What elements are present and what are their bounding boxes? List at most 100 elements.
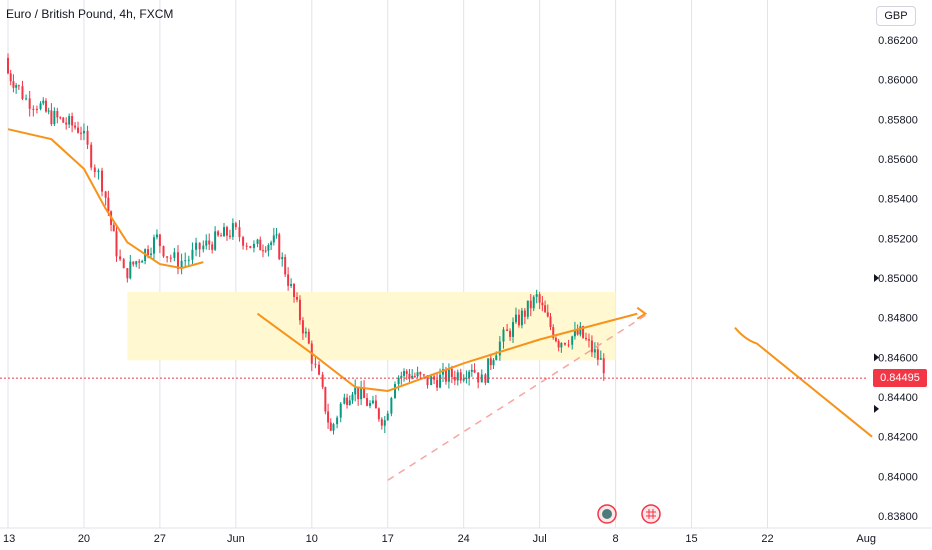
candle-body <box>261 250 264 252</box>
price-axis[interactable]: 0.86200 0.86000 0.85800 0.85600 0.85400 0.852… <box>878 35 918 523</box>
candle-body <box>336 417 339 425</box>
price-tick-label: 0.84800 <box>878 313 918 325</box>
candle-body <box>238 227 241 238</box>
candle-body <box>231 223 234 237</box>
time-tick-label: 15 <box>685 533 697 545</box>
candle-body <box>368 403 371 406</box>
candle-body <box>403 371 406 376</box>
candle-body <box>112 225 115 232</box>
candle-body <box>17 85 20 87</box>
candle-body <box>450 368 453 377</box>
candle-body <box>119 256 122 260</box>
candle-body <box>259 239 262 251</box>
candle-body <box>532 296 535 309</box>
candle-body <box>447 368 450 382</box>
candle-body <box>489 358 492 366</box>
candle-body <box>459 372 462 381</box>
candle-body <box>129 261 132 279</box>
candle-body <box>416 372 419 377</box>
candle-body <box>529 300 532 309</box>
candle-body <box>470 369 473 372</box>
candle-body <box>50 110 53 125</box>
candle-body <box>208 240 211 245</box>
candle-body <box>82 130 85 134</box>
candle-body <box>453 376 456 381</box>
candle-body <box>138 261 141 263</box>
candle-body <box>296 297 299 300</box>
candle-body <box>360 387 363 400</box>
candle-body <box>287 274 290 286</box>
moving-average-line[interactable] <box>7 128 204 270</box>
candle-body <box>217 231 220 236</box>
candle-body <box>585 337 588 340</box>
candle-body <box>284 257 287 275</box>
candle-body <box>256 239 259 244</box>
candle-body <box>225 227 228 236</box>
price-tick-label: 0.85200 <box>878 233 918 245</box>
currency-button[interactable]: GBP <box>876 6 916 26</box>
candle-body <box>552 327 555 338</box>
price-tick-label: 0.84600 <box>878 352 918 364</box>
candle-body <box>53 111 56 125</box>
candle-body <box>158 234 161 247</box>
alert-marker-icon <box>874 274 879 282</box>
event-icons <box>597 504 661 524</box>
candle-body <box>348 400 351 405</box>
candle-body <box>152 237 155 254</box>
candle-body <box>21 86 24 99</box>
candle-body <box>314 363 317 365</box>
candle-body <box>541 302 544 306</box>
candle-body <box>166 256 169 258</box>
holiday-flag-icon <box>641 504 661 524</box>
candle-body <box>187 259 190 261</box>
candle-body <box>290 283 293 286</box>
candle-body <box>62 117 65 123</box>
candle-body <box>371 400 374 404</box>
symbol-title: Euro / British Pound, 4h, FXCM <box>6 7 174 21</box>
time-tick-label: Jun <box>227 533 245 545</box>
candle-body <box>12 81 15 88</box>
time-axis[interactable]: 13 20 27 Jun 10 17 24 Jul 8 15 22 Aug <box>3 533 876 545</box>
candle-body <box>596 349 599 360</box>
candle-body <box>101 170 104 192</box>
candle-body <box>462 378 465 381</box>
falling-projection-line[interactable] <box>734 326 873 438</box>
candle-body <box>42 100 45 104</box>
candle-body <box>293 283 296 298</box>
candle-body <box>557 341 560 348</box>
time-tick-label: 27 <box>154 533 166 545</box>
candle-body <box>195 242 198 250</box>
candle-body <box>339 403 342 418</box>
candle-body <box>484 374 487 383</box>
candle-body <box>93 167 96 173</box>
candle-body <box>495 355 498 361</box>
candle-body <box>579 326 582 335</box>
price-tick-label: 0.84000 <box>878 471 918 483</box>
candle-body <box>107 197 110 212</box>
candle-body <box>567 344 570 346</box>
candle-body <box>169 257 172 259</box>
candle-body <box>436 379 439 388</box>
projected-path-arrow[interactable] <box>256 312 638 393</box>
candle-body <box>477 372 480 383</box>
candle-body <box>422 374 425 376</box>
candle-body <box>413 375 416 377</box>
candle-body <box>426 375 429 385</box>
grid <box>7 0 768 528</box>
candle-body <box>351 394 354 401</box>
candle-body <box>517 314 520 326</box>
candle-body <box>184 260 187 262</box>
candle-body <box>9 73 12 82</box>
candle-body <box>141 261 144 263</box>
candle-body <box>202 245 205 250</box>
candle-body <box>590 340 593 353</box>
candle-body <box>509 330 512 337</box>
candle-body <box>245 245 248 247</box>
time-tick-label: 22 <box>761 533 773 545</box>
time-tick-label: 20 <box>78 533 90 545</box>
candle-body <box>411 375 414 379</box>
time-tick-label: 24 <box>458 533 470 545</box>
candle-body <box>408 373 411 379</box>
candle-body <box>122 259 125 269</box>
